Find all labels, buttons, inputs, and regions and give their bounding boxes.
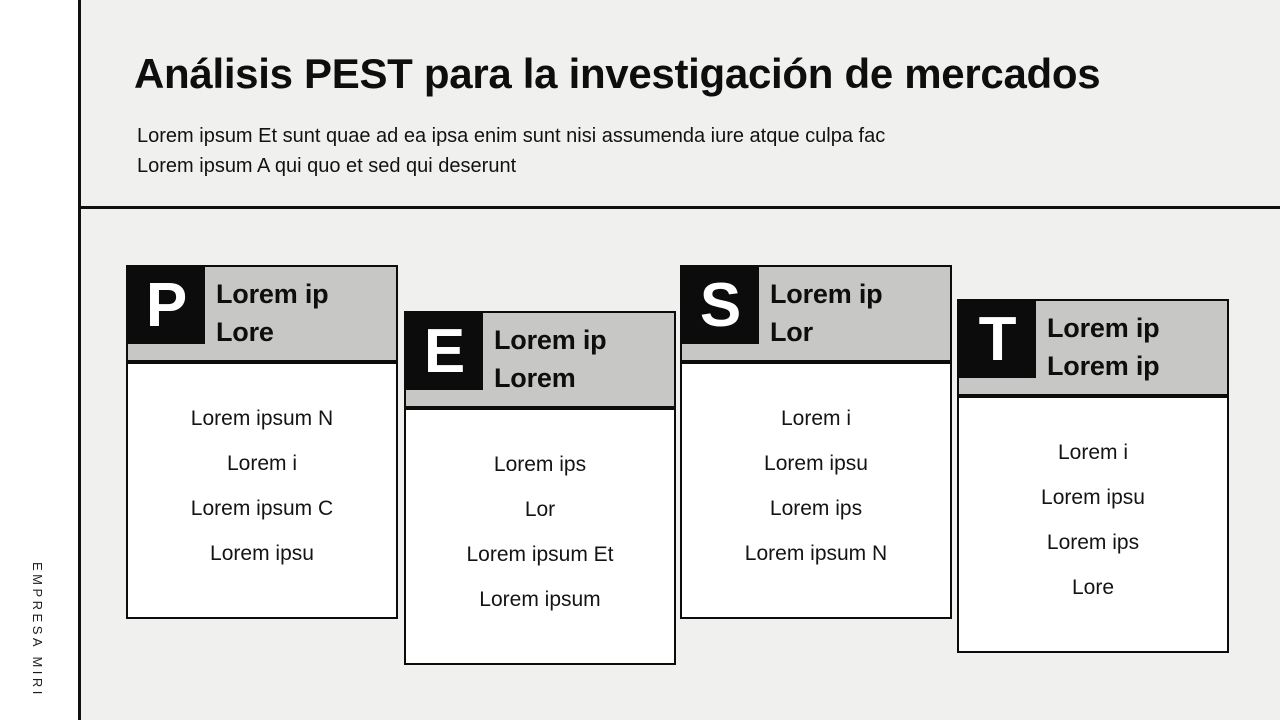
card-title-line2: Lor [770,317,813,347]
page-subtitle-line2: Lorem ipsum A qui quo et sed qui deserun… [137,155,517,177]
sidebar: EMPRESA MIRI [0,0,78,720]
card-title-line1: Lorem ip [216,279,329,309]
header-divider-line [78,206,1280,209]
card-title-line2: Lorem [494,363,576,393]
card-header: S Lorem ip Lor [680,265,952,362]
card-letter-badge-p: P [128,267,205,344]
list-item: Lor [524,498,556,521]
list-item: Lorem ipsum N [190,407,334,430]
list-item: Lorem ips [1046,531,1140,554]
pest-card-economic: E Lorem ip Lorem Lorem ips Lor Lorem ips… [404,311,676,665]
card-title: Lorem ip Lorem [494,321,607,397]
list-item: Lore [1071,576,1115,599]
card-title-line1: Lorem ip [1047,313,1160,343]
card-letter-badge-e: E [406,313,483,390]
page-subtitle: Lorem ipsum Et sunt quae ad ea ipsa enim… [137,121,885,181]
page-subtitle-line1: Lorem ipsum Et sunt quae ad ea ipsa enim… [137,125,886,147]
card-body: Lorem i Lorem ipsu Lorem ips Lore [957,396,1229,653]
pest-card-political: P Lorem ip Lore Lorem ipsum N Lorem i Lo… [126,265,398,619]
list-item: Lorem i [226,452,298,475]
card-title: Lorem ip Lore [216,275,329,351]
list-item: Lorem ipsu [764,452,868,475]
page-title: Análisis PEST para la investigación de m… [134,50,1101,97]
card-header: T Lorem ip Lorem ip [957,299,1229,396]
list-item: Lorem i [780,407,852,430]
card-header: E Lorem ip Lorem [404,311,676,408]
card-title-line1: Lorem ip [770,279,883,309]
list-item: Lorem ipsu [1041,486,1145,509]
sidebar-divider-line [78,0,81,720]
card-title-line2: Lore [216,317,274,347]
list-item: Lorem ipsum N [744,542,888,565]
card-body: Lorem ips Lor Lorem ipsum Et Lorem ipsum [404,408,676,665]
card-title: Lorem ip Lorem ip [1047,309,1160,385]
list-item: Lorem ips [769,497,863,520]
list-item: Lorem ipsum Et [466,543,614,566]
list-item: Lorem ipsum [479,588,601,611]
card-title-line2: Lorem ip [1047,351,1160,381]
card-title-line1: Lorem ip [494,325,607,355]
list-item: Lorem ipsum C [190,497,334,520]
pest-card-technological: T Lorem ip Lorem ip Lorem i Lorem ipsu L… [957,299,1229,653]
list-item: Lorem ips [493,453,587,476]
card-body: Lorem ipsum N Lorem i Lorem ipsum C Lore… [126,362,398,619]
card-letter-badge-s: S [682,267,759,344]
card-title: Lorem ip Lor [770,275,883,351]
list-item: Lorem i [1057,441,1129,464]
card-body: Lorem i Lorem ipsu Lorem ips Lorem ipsum… [680,362,952,619]
brand-vertical-label: EMPRESA MIRI [30,562,45,698]
pest-card-social: S Lorem ip Lor Lorem i Lorem ipsu Lorem … [680,265,952,619]
card-header: P Lorem ip Lore [126,265,398,362]
card-letter-badge-t: T [959,301,1036,378]
list-item: Lorem ipsu [210,542,314,565]
